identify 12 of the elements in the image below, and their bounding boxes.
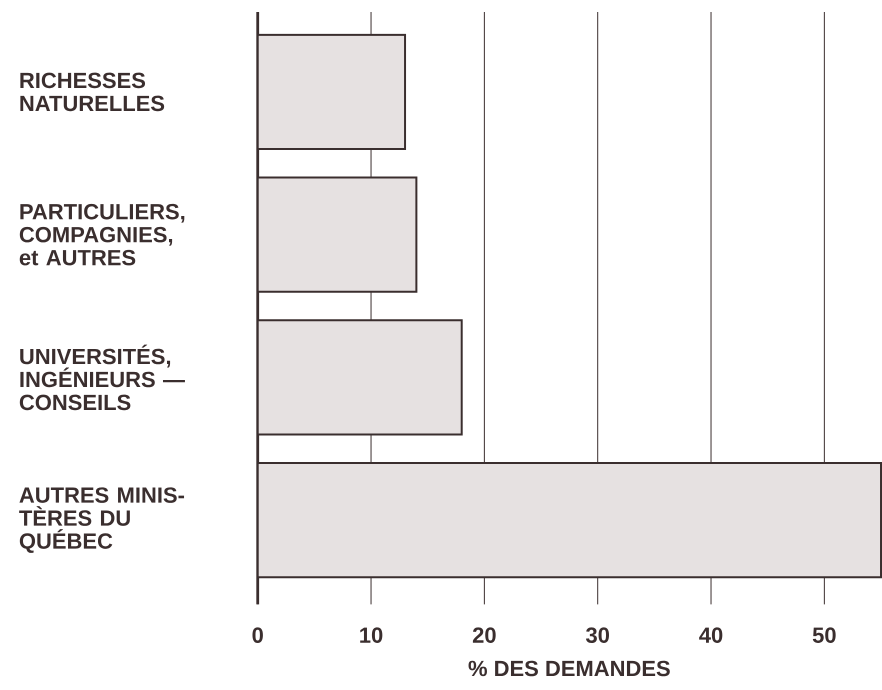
x-tick-label: 40 — [699, 627, 722, 643]
x-tick-label: 30 — [586, 627, 610, 643]
x-axis-title: % DES DEMANDES — [468, 660, 670, 676]
x-tick-label: 20 — [472, 627, 496, 643]
y-tick-label: RICHESSES NATURELLES — [20, 72, 164, 112]
y-tick-label: UNIVERSITÉS, INGÉNIEURS — CONSEILS — [20, 344, 185, 410]
x-tick-label: 10 — [360, 627, 382, 643]
y-tick-label: AUTRES MINIS-TÈRES DU QUÉBEC — [19, 487, 184, 553]
bar — [256, 319, 463, 436]
y-tick-label: PARTICULIERS, COMPAGNIES, et AUTRES — [20, 204, 184, 266]
x-tick-label: 0 — [252, 627, 263, 643]
x-tick-label: 50 — [812, 627, 836, 643]
